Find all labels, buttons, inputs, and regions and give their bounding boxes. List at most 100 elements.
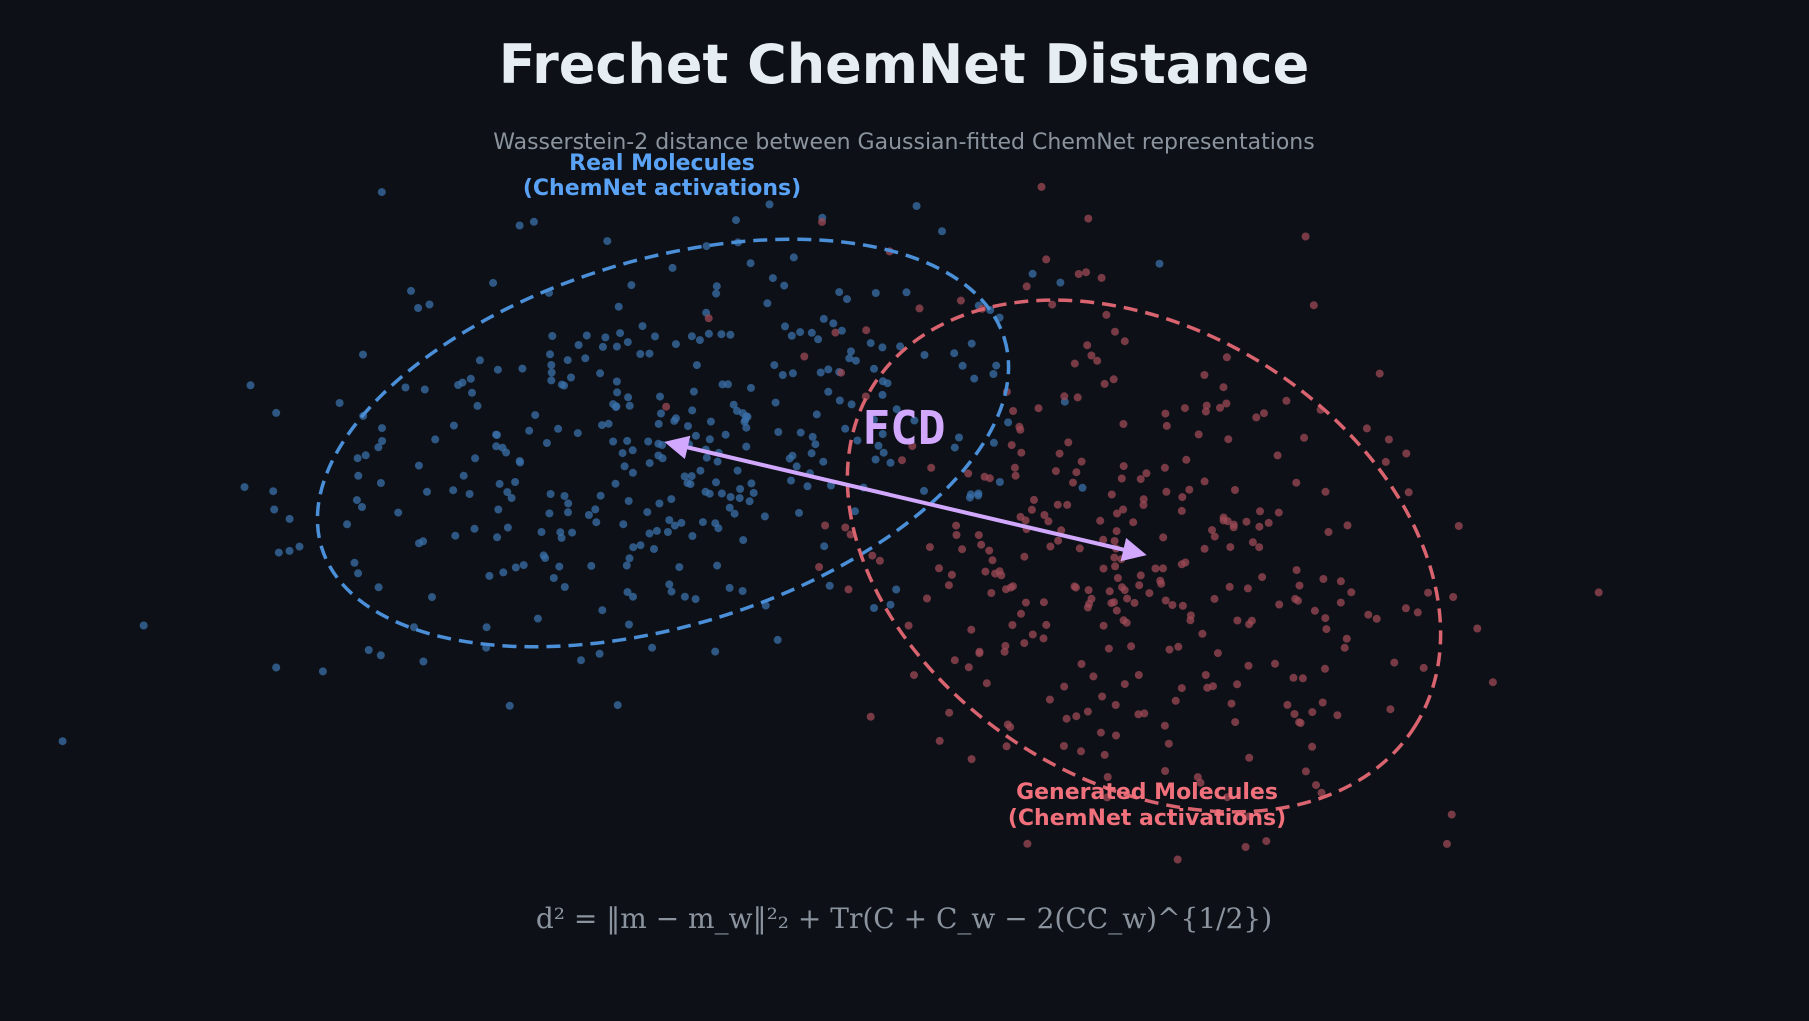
generated-molecule-point — [818, 217, 826, 226]
generated-molecule-point — [1123, 594, 1132, 603]
real-molecule-point — [721, 430, 730, 439]
real-molecule-point — [687, 472, 696, 481]
generated-molecule-point — [991, 569, 1000, 578]
generated-molecule-point — [704, 314, 713, 323]
generated-molecule-point — [1340, 643, 1349, 652]
real-molecule-point — [548, 332, 557, 340]
real-molecule-point — [739, 536, 748, 545]
generated-molecule-point — [862, 326, 871, 335]
real-molecule-point — [687, 332, 696, 341]
generated-molecule-point — [1260, 409, 1268, 418]
real-molecule-point — [428, 593, 436, 602]
generated-molecule-point — [1042, 620, 1051, 629]
real-molecule-point — [378, 437, 387, 445]
generated-molecule-point — [1023, 839, 1032, 848]
real-molecule-point — [449, 421, 458, 430]
generated-molecule-point — [1020, 639, 1029, 648]
generated-molecule-point — [982, 679, 991, 688]
generated-molecule-point — [1119, 616, 1128, 625]
generated-molecule-point — [1222, 353, 1231, 362]
generated-molecule-point — [1104, 644, 1113, 653]
real-molecule-point — [691, 431, 700, 440]
generated-molecule-point — [1182, 455, 1191, 464]
generated-molecule-point — [1292, 566, 1301, 575]
generated-molecule-point — [1039, 634, 1048, 643]
generated-distribution-ellipse — [845, 298, 1443, 814]
generated-molecule-point — [1271, 659, 1279, 668]
real-molecule-point — [781, 322, 789, 331]
real-molecule-point — [560, 381, 569, 390]
real-molecule-point — [547, 376, 556, 385]
generated-molecule-point — [866, 712, 875, 721]
real-molecule-point — [574, 341, 583, 349]
real-molecule-point — [555, 562, 564, 571]
generated-molecule-point — [1262, 837, 1271, 846]
real-molecule-point — [724, 380, 732, 389]
generated-molecule-point — [1209, 682, 1217, 691]
generated-molecule-point — [1274, 508, 1283, 517]
real-molecule-point — [465, 490, 474, 498]
generated-molecules-label: Generated Molecules — [1016, 780, 1278, 805]
real-molecule-point — [601, 333, 610, 342]
generated-molecule-point — [1294, 596, 1302, 605]
real-molecule-point — [663, 528, 672, 536]
real-molecule-point — [847, 347, 855, 356]
real-molecule-point — [726, 330, 735, 339]
generated-molecule-point — [1085, 599, 1094, 608]
real-molecule-point — [773, 635, 782, 644]
real-molecule-point — [643, 508, 652, 517]
real-molecule-point — [352, 496, 361, 505]
generated-molecule-point — [1210, 594, 1219, 603]
generated-molecule-point — [1159, 564, 1167, 573]
real-molecule-point — [814, 335, 823, 344]
real-molecule-point — [689, 387, 698, 396]
generated-molecule-point — [1290, 710, 1299, 718]
real-molecule-point — [564, 508, 572, 517]
generated-molecule-point — [1072, 468, 1081, 477]
real-molecule-point — [668, 263, 677, 272]
generated-molecule-point — [1083, 341, 1092, 350]
real-molecule-point — [560, 492, 569, 500]
generated-molecule-point — [1449, 593, 1458, 601]
generated-molecule-point — [1112, 606, 1121, 615]
real-molecule-point — [749, 488, 758, 497]
real-molecule-point — [992, 361, 1001, 370]
real-molecule-point — [394, 508, 403, 517]
real-molecule-point — [604, 419, 613, 428]
generated-molecule-point — [1227, 699, 1236, 708]
generated-molecule-point — [1134, 671, 1143, 679]
real-molecule-point — [851, 356, 860, 365]
generated-molecule-point — [967, 755, 976, 764]
real-molecule-point — [760, 512, 769, 521]
generated-molecule-point — [1022, 282, 1031, 291]
generated-molecule-point — [1200, 544, 1209, 553]
real-molecule-point — [624, 393, 633, 402]
real-molecule-point — [285, 514, 294, 523]
real-molecule-point — [871, 289, 880, 297]
generated-molecule-point — [837, 368, 846, 377]
real-molecule-point — [492, 442, 501, 451]
generated-molecule-point — [1034, 404, 1043, 413]
real-molecule-point — [622, 561, 631, 570]
real-molecule-point — [598, 421, 606, 430]
real-molecule-point — [811, 440, 820, 449]
generated-molecule-point — [1443, 839, 1451, 848]
generated-molecule-point — [910, 671, 918, 680]
generated-molecule-point — [935, 564, 943, 573]
generated-molecule-point — [1347, 588, 1356, 597]
real-molecule-point — [547, 368, 556, 377]
real-molecule-point — [652, 526, 661, 535]
real-molecule-point — [581, 354, 590, 363]
real-molecule-point — [696, 466, 705, 475]
real-molecule-point — [343, 520, 352, 529]
generated-molecule-point — [875, 556, 884, 565]
generated-molecule-point — [1010, 463, 1019, 472]
real-molecule-point — [612, 342, 621, 351]
real-molecule-point — [729, 400, 738, 409]
generated-molecule-point — [1292, 478, 1301, 487]
generated-molecule-point — [1102, 310, 1111, 319]
real-molecule-point — [910, 416, 919, 425]
generated-molecule-point — [1064, 438, 1073, 447]
generated-molecule-point — [1051, 467, 1060, 476]
real-molecule-point — [499, 568, 508, 577]
